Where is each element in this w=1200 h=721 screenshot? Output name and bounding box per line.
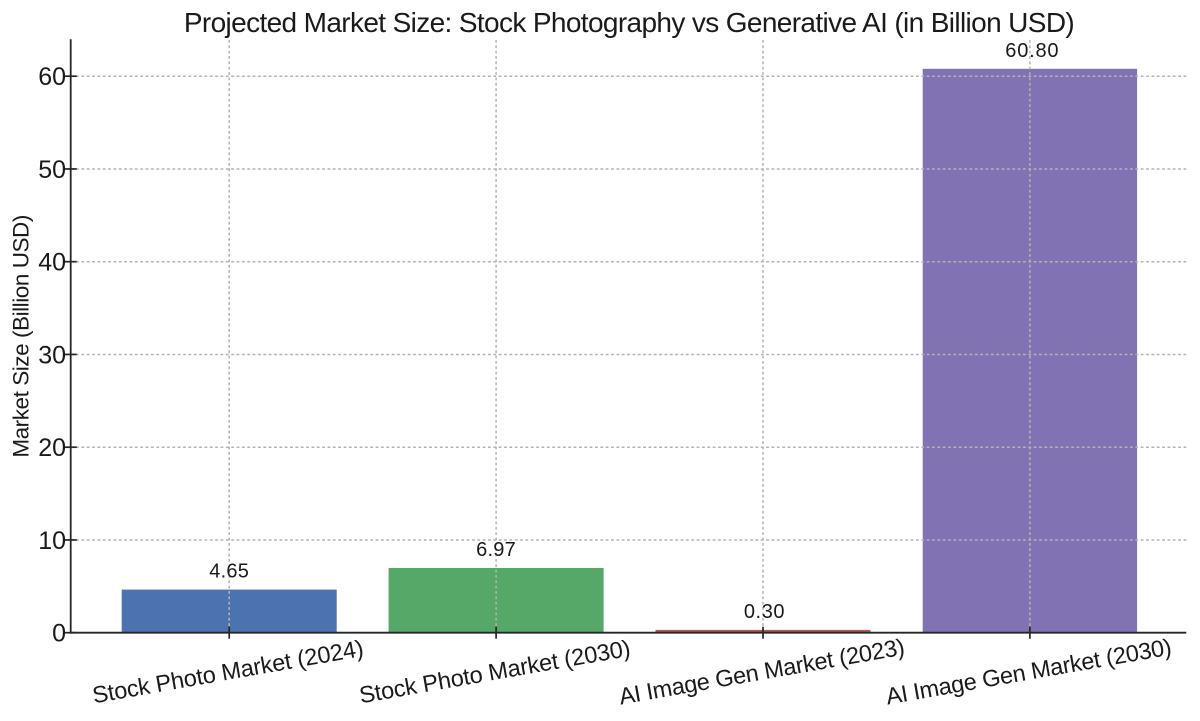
svg-text:20: 20 [38,434,66,462]
svg-text:0: 0 [52,620,66,648]
svg-text:60: 60 [38,63,66,91]
svg-text:50: 50 [38,156,66,184]
svg-text:Projected Market Size: Stock P: Projected Market Size: Stock Photography… [184,7,1074,38]
svg-text:10: 10 [38,527,66,555]
svg-text:0.30: 0.30 [744,601,785,623]
svg-text:40: 40 [38,249,66,277]
svg-text:Market Size (Billion USD): Market Size (Billion USD) [8,215,33,458]
svg-text:4.65: 4.65 [209,561,249,583]
svg-text:6.97: 6.97 [476,539,516,561]
svg-text:60.80: 60.80 [1005,40,1059,62]
svg-text:30: 30 [38,341,66,369]
